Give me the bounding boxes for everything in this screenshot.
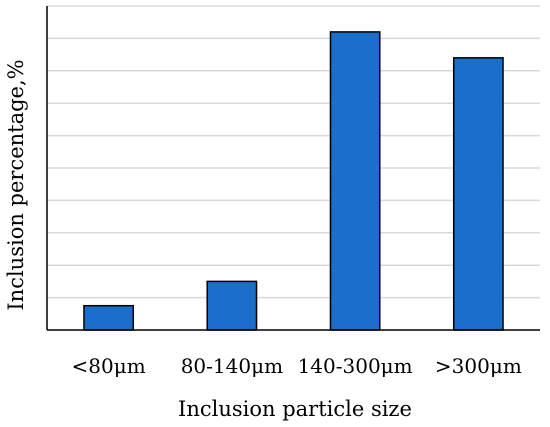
bar — [329, 31, 381, 331]
axes — [46, 6, 540, 331]
bar — [83, 304, 135, 331]
gridlines — [47, 5, 540, 299]
tick-labels: <80μm 80-140μm 140-300μm >300μm — [72, 354, 522, 378]
bar — [452, 57, 504, 331]
x-tick-label: >300μm — [435, 354, 522, 378]
x-tick-label: <80μm — [72, 354, 146, 378]
bar — [206, 280, 258, 331]
bars — [83, 31, 504, 331]
x-tick-label: 80-140μm — [181, 354, 283, 378]
y-axis-title: Inclusion percentage,% — [4, 59, 28, 310]
x-tick-label: 140-300μm — [298, 354, 413, 378]
x-axis-title: Inclusion particle size — [178, 397, 412, 421]
